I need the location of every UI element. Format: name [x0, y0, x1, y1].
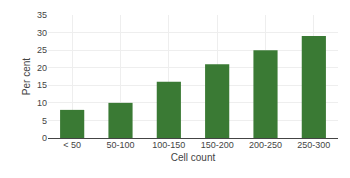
svg-text:20: 20 [37, 63, 47, 73]
svg-text:0: 0 [42, 133, 47, 143]
svg-text:Per cent: Per cent [21, 58, 32, 95]
svg-text:150-200: 150-200 [201, 140, 234, 150]
svg-text:Cell count: Cell count [171, 152, 216, 163]
svg-text:200-250: 200-250 [249, 140, 282, 150]
svg-text:250-300: 250-300 [297, 140, 330, 150]
svg-text:100-150: 100-150 [152, 140, 185, 150]
svg-text:15: 15 [37, 80, 47, 90]
svg-text:10: 10 [37, 98, 47, 108]
svg-text:< 50: < 50 [63, 140, 81, 150]
svg-text:30: 30 [37, 28, 47, 38]
svg-text:25: 25 [37, 45, 47, 55]
svg-text:5: 5 [42, 116, 47, 126]
svg-text:35: 35 [37, 10, 47, 20]
svg-text:50-100: 50-100 [106, 140, 134, 150]
